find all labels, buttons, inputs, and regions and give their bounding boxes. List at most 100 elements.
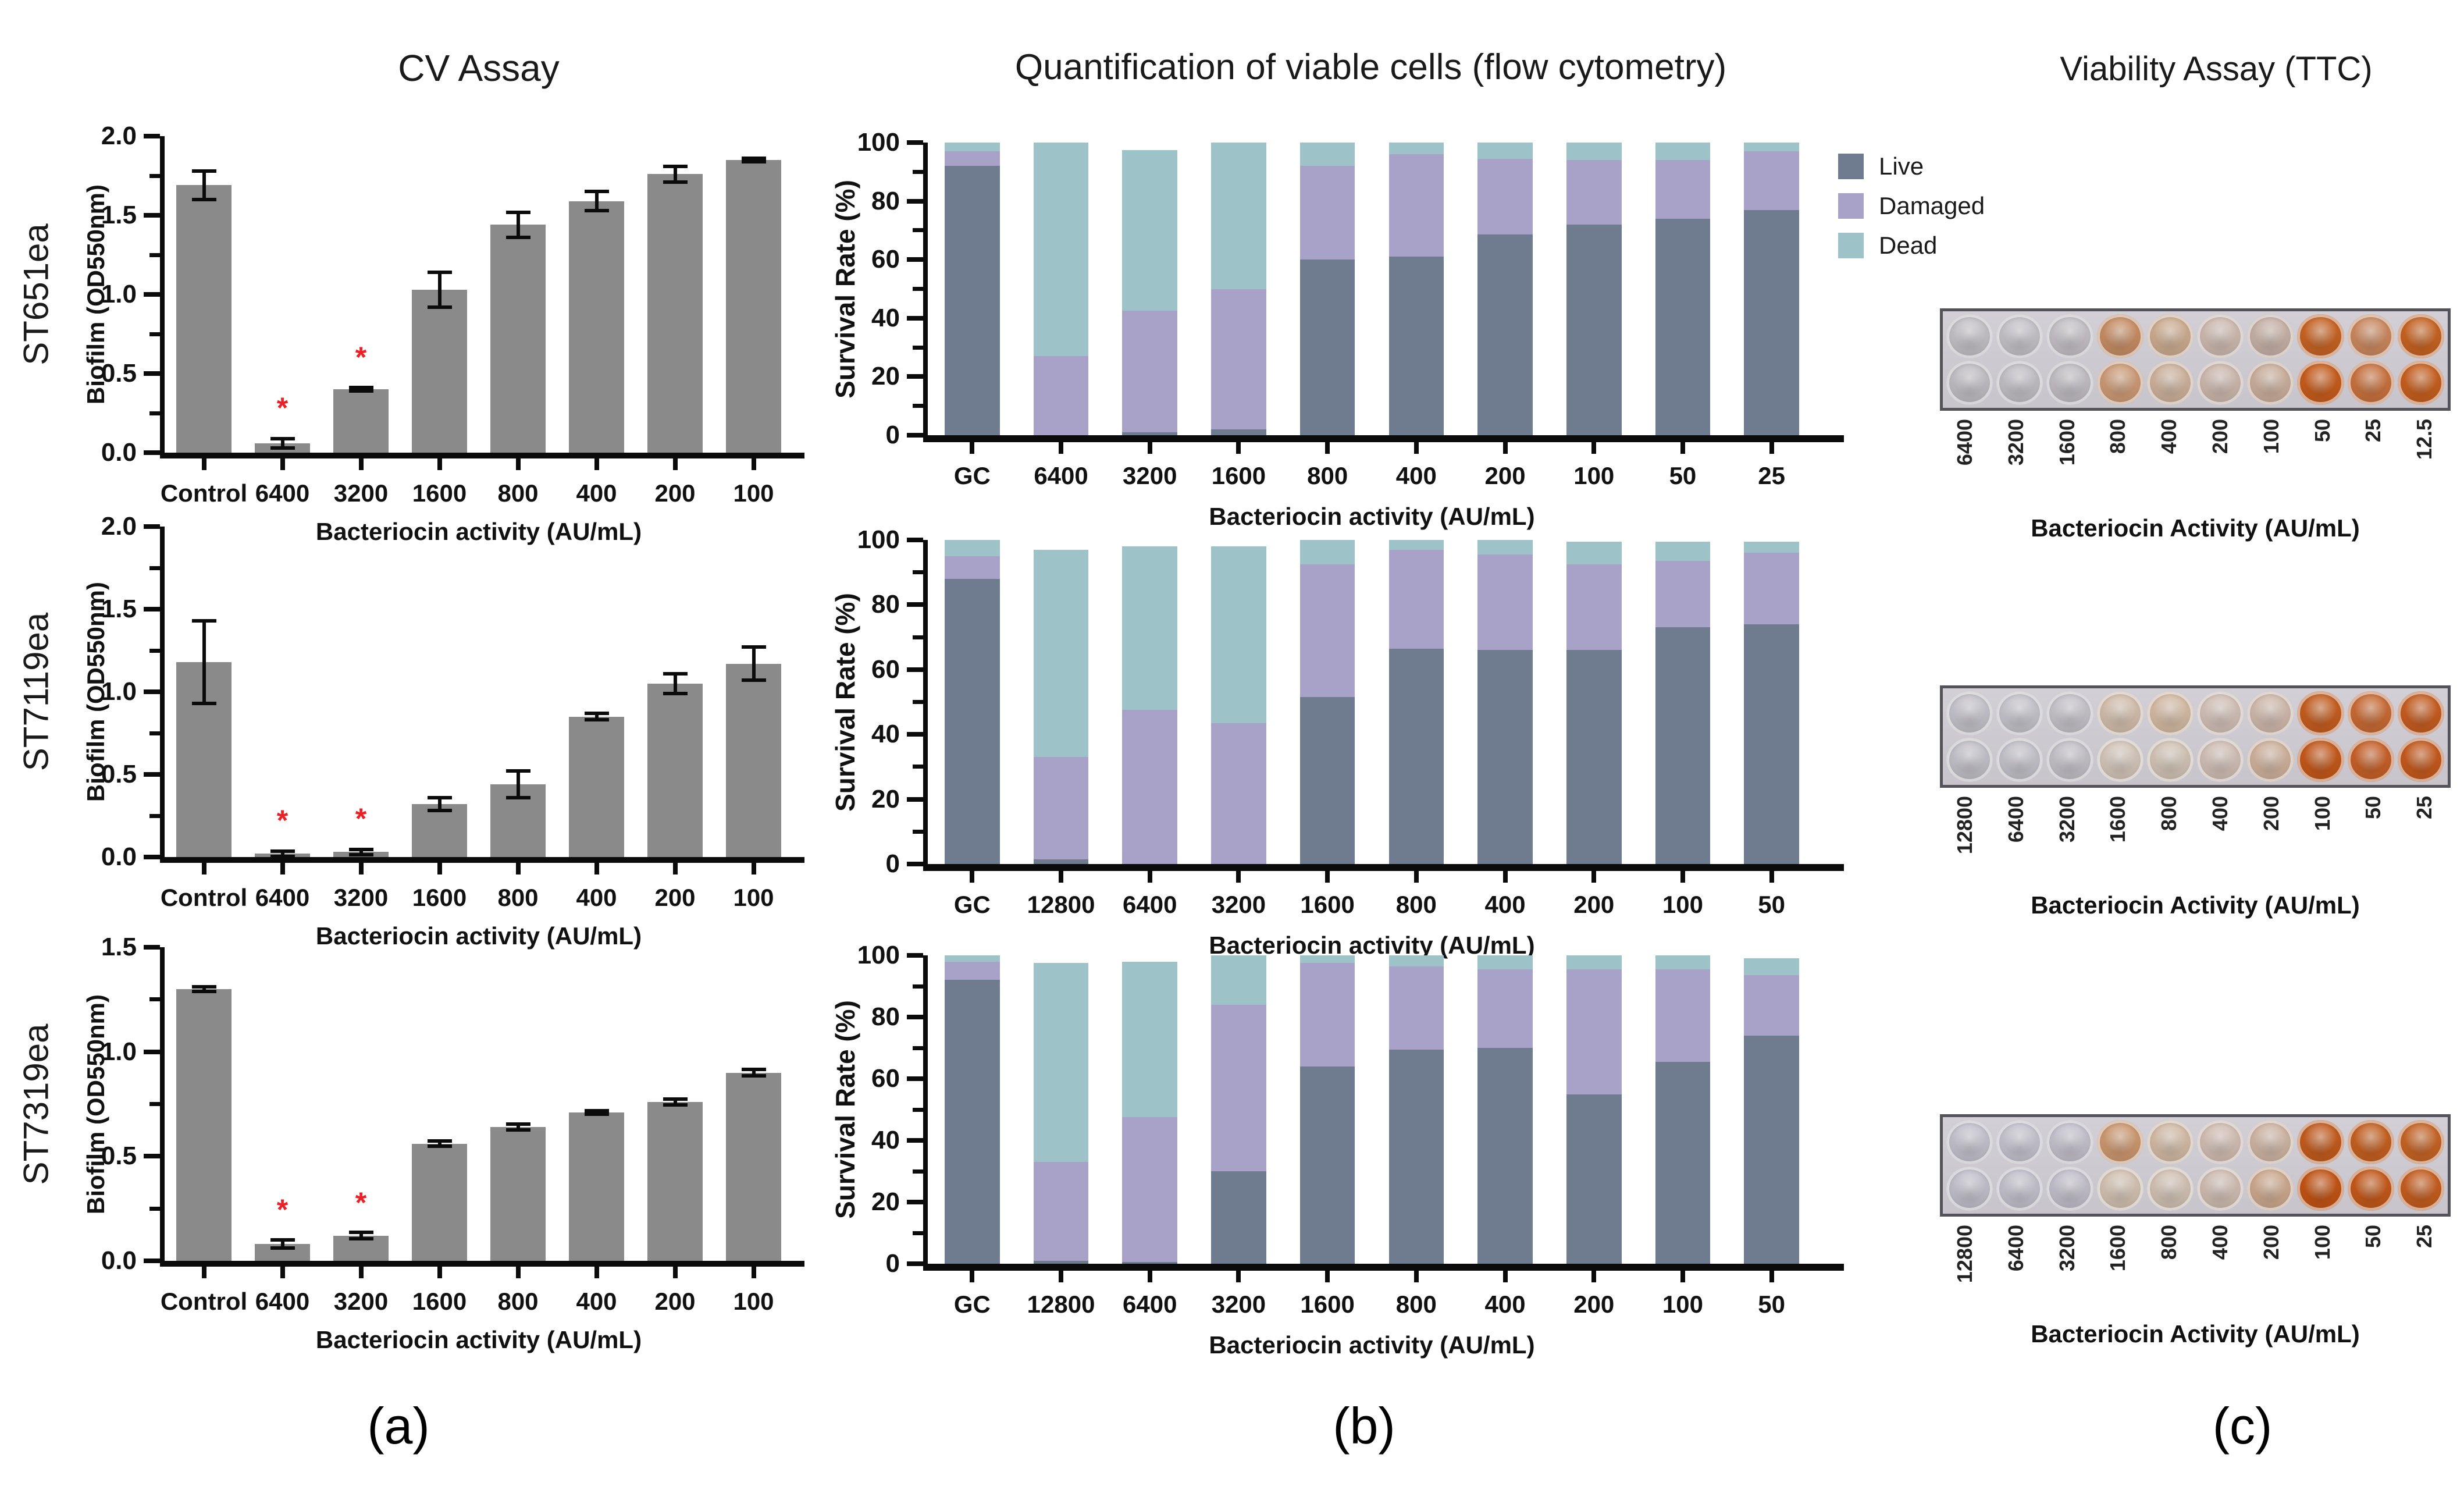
error-bar xyxy=(673,673,677,694)
well xyxy=(2146,691,2194,735)
x-tick-label: 400 xyxy=(1395,462,1437,489)
well xyxy=(2297,738,2344,782)
y-major-tick xyxy=(144,772,160,777)
x-tick xyxy=(201,1267,206,1278)
y-minor-tick xyxy=(913,1169,923,1174)
error-bar xyxy=(437,272,441,307)
ttc-strip-st7319ea: 12800 6400 3200 1600 800 400 200 100 50 25 Bacteri… xyxy=(1940,1114,2451,1359)
cv-bar xyxy=(569,1112,624,1261)
y-tick-label: 100 xyxy=(857,525,900,554)
well xyxy=(2297,691,2344,735)
x-tick-label: 6400 xyxy=(255,479,310,507)
stacked-segment-damaged xyxy=(1299,166,1355,260)
x-tick xyxy=(1769,442,1774,454)
y-tick-label: 80 xyxy=(871,590,900,619)
y-tick-label: 40 xyxy=(871,1126,900,1154)
stacked-segment-dead xyxy=(1033,143,1089,357)
well xyxy=(2297,1167,2344,1211)
y-axis-title: Biofilm (OD550nm) xyxy=(82,994,109,1214)
x-tick xyxy=(437,863,442,874)
x-tick-label: 50 xyxy=(1669,462,1697,489)
x-tick xyxy=(1502,442,1508,454)
stacked-segment-live xyxy=(1566,650,1622,864)
stacked-segment-dead xyxy=(1477,143,1533,159)
x-axis-title: Bacteriocin Activity (AU/mL) xyxy=(2031,1320,2360,1348)
x-tick xyxy=(515,458,521,470)
x-tick-label: GC xyxy=(953,1291,991,1318)
y-axis-title: Biofilm (OD550nm) xyxy=(82,581,109,802)
error-bar-cap xyxy=(741,1073,766,1078)
flow-cytometry-title: Quantification of viable cells (flow cyt… xyxy=(1014,47,1727,87)
x-tick-label: 400 xyxy=(576,1288,617,1315)
stacked-segment-dead xyxy=(1388,540,1444,550)
stacked-segment-damaged xyxy=(1122,311,1178,432)
well-column-label: 3200 xyxy=(2054,1225,2079,1272)
well xyxy=(2196,314,2244,358)
y-major-tick xyxy=(907,862,923,866)
legend-label-dead: Dead xyxy=(1879,232,1938,259)
stacked-segment-live xyxy=(1299,1066,1355,1264)
well xyxy=(2146,1120,2194,1164)
stacked-segment-damaged xyxy=(1744,975,1799,1036)
cv-bar xyxy=(176,185,232,453)
stacked-segment-live xyxy=(1122,432,1178,435)
y-tick-label: 80 xyxy=(871,1002,900,1031)
y-axis-title: Survival Rate (%) xyxy=(830,1000,860,1219)
x-tick xyxy=(594,1267,599,1278)
stacked-segment-damaged xyxy=(1388,966,1444,1050)
error-bar-cap xyxy=(741,157,766,161)
well xyxy=(2347,1167,2394,1211)
stacked-segment-live xyxy=(1122,1262,1178,1264)
y-major-tick xyxy=(144,1154,160,1159)
well xyxy=(1946,738,1993,782)
x-tick-label: 50 xyxy=(1758,1291,1785,1318)
x-axis-title: Bacteriocin Activity (AU/mL) xyxy=(2031,514,2360,542)
error-bar-cap xyxy=(663,1097,688,1101)
x-tick-label: 800 xyxy=(1395,1291,1437,1318)
error-bar-cap xyxy=(584,190,609,194)
well xyxy=(1946,691,1993,735)
x-tick xyxy=(1059,442,1064,454)
x-tick-label: Control xyxy=(160,479,248,507)
well xyxy=(2046,361,2093,405)
stacked-segment-damaged xyxy=(1211,1004,1266,1171)
x-tick xyxy=(672,458,678,470)
y-minor-tick xyxy=(149,566,160,570)
x-tick-label: 1600 xyxy=(1211,462,1266,489)
error-bar-cap xyxy=(191,169,216,173)
x-tick-label: 800 xyxy=(497,479,539,507)
y-major-tick xyxy=(144,524,160,529)
error-bar-cap xyxy=(348,852,373,856)
x-tick-label: 100 xyxy=(733,1288,774,1315)
stacked-segment-live xyxy=(1477,234,1533,435)
error-bar-cap xyxy=(663,164,688,168)
well xyxy=(1996,361,2043,405)
stacked-segment-dead xyxy=(1122,546,1178,710)
well-column-label: 50 xyxy=(2310,419,2334,443)
y-major-tick xyxy=(907,1261,923,1266)
well xyxy=(1946,1167,1993,1211)
error-bar-cap xyxy=(427,305,452,309)
x-tick xyxy=(1680,871,1685,883)
cv-bar xyxy=(726,1072,781,1261)
stacked-segment-dead xyxy=(1033,549,1089,758)
x-tick-label: 6400 xyxy=(1034,462,1088,489)
error-bar-cap xyxy=(584,711,609,715)
well xyxy=(2297,1120,2344,1164)
stacked-segment-dead xyxy=(1477,955,1533,969)
y-tick-label: 20 xyxy=(871,362,900,391)
x-tick xyxy=(1059,1271,1064,1282)
x-tick-label: 100 xyxy=(1662,891,1703,918)
well-column-label: 12.5 xyxy=(2412,419,2437,460)
x-tick-label: 100 xyxy=(1573,462,1615,489)
y-minor-tick xyxy=(149,1102,160,1106)
well-column-label: 400 xyxy=(2207,1225,2232,1260)
well-column-label: 12800 xyxy=(1952,796,1977,855)
x-axis-line xyxy=(160,453,804,458)
x-tick-label: 400 xyxy=(576,884,617,911)
well xyxy=(2096,691,2143,735)
well xyxy=(2046,314,2093,358)
error-bar-cap xyxy=(584,718,609,722)
y-minor-tick xyxy=(149,173,160,178)
